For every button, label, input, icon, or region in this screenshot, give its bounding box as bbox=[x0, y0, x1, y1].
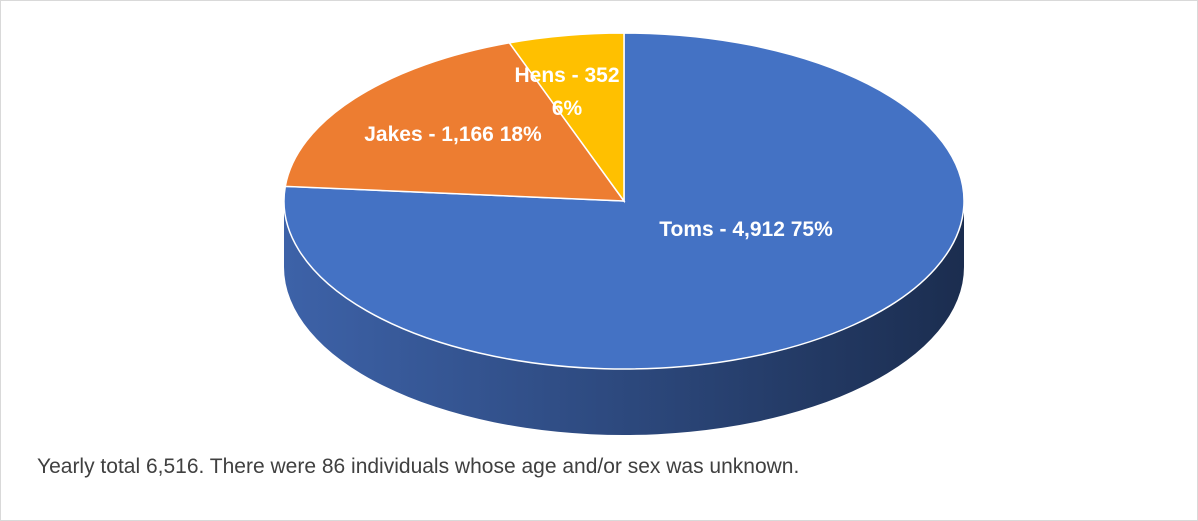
pie-slice-jakes bbox=[284, 42, 626, 202]
chart-caption: Yearly total 6,516. There were 86 indivi… bbox=[37, 455, 800, 478]
data-label-toms: Toms - 4,912 75% bbox=[659, 218, 833, 241]
data-label-jakes: Jakes - 1,166 18% bbox=[364, 123, 542, 146]
pie-slice-hens bbox=[508, 32, 625, 204]
pie-side-wall bbox=[284, 201, 964, 435]
data-label-hens: Hens - 352 6% bbox=[514, 64, 619, 120]
pie-slice-toms bbox=[283, 32, 965, 370]
